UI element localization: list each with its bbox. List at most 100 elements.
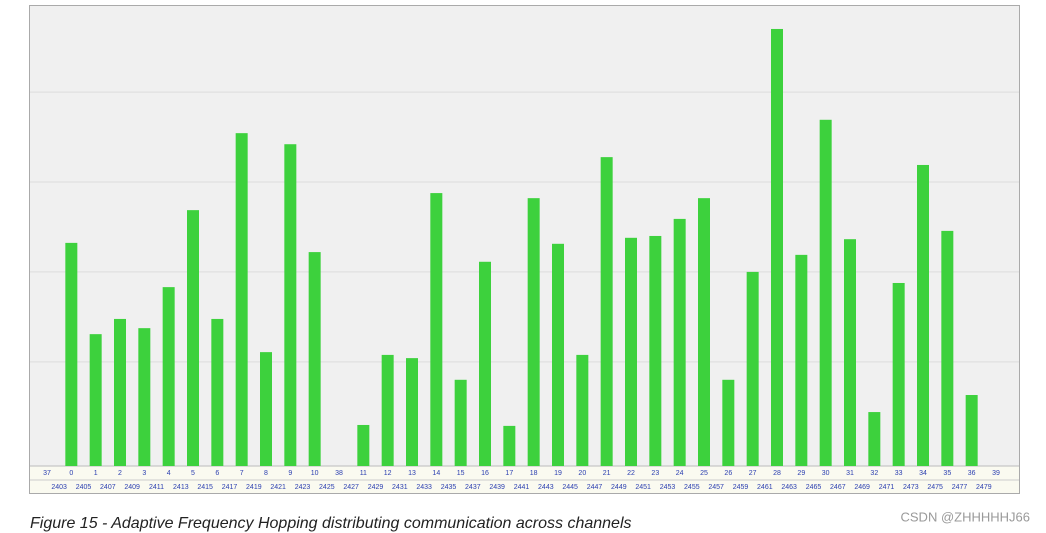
x-tick-label: 39 [992,470,1000,477]
bar [698,198,710,466]
frequency-label: 2441 [514,484,530,491]
x-tick-label: 22 [627,470,635,477]
frequency-label: 2427 [343,484,359,491]
bar [771,28,783,467]
x-tick-label: 36 [968,470,976,477]
bar [625,237,637,466]
frequency-label: 2435 [441,484,457,491]
x-tick-label: 14 [432,470,440,477]
x-tick-label: 2 [118,470,122,477]
frequency-label: 2407 [100,484,116,491]
bar [868,412,881,466]
x-tick-label: 38 [335,470,343,477]
frequency-label: 2449 [611,484,627,491]
frequency-label: 2471 [879,484,895,491]
frequency-label: 2473 [903,484,919,491]
frequency-label: 2405 [76,484,92,491]
x-tick-label: 30 [822,470,830,477]
x-tick-label: 9 [288,470,292,477]
frequency-label: 2467 [830,484,846,491]
frequency-label: 2453 [660,484,676,491]
caption: Figure 15 - Adaptive Frequency Hopping d… [30,515,632,532]
bar [162,287,175,466]
frequency-label: 2425 [319,484,335,491]
bar [260,352,272,466]
bar [89,334,102,466]
frequency-label: 2455 [684,484,700,491]
bar [600,157,613,466]
x-tick-label: 8 [264,470,268,477]
x-tick-label: 33 [895,470,903,477]
x-tick-label: 34 [919,470,927,477]
frequency-label: 2477 [952,484,968,491]
bar [138,328,151,466]
bar [503,425,516,466]
x-tick-label: 24 [676,470,684,477]
bar [941,230,954,466]
x-tick-label: 7 [240,470,244,477]
x-tick-label: 35 [943,470,951,477]
frequency-label: 2465 [806,484,822,491]
frequency-label: 2429 [368,484,384,491]
x-tick-label: 28 [773,470,781,477]
x-tick-label: 6 [215,470,219,477]
x-tick-label: 21 [603,470,611,477]
x-tick-label: 27 [749,470,757,477]
bar [187,210,199,466]
frequency-label: 2451 [635,484,651,491]
frequency-label: 2439 [489,484,505,491]
frequency-label: 2443 [538,484,554,491]
x-tick-label: 31 [846,470,854,477]
bar [649,235,662,466]
x-tick-label: 32 [870,470,878,477]
frequency-label: 2463 [781,484,797,491]
frequency-label: 2409 [124,484,140,491]
frequency-label: 2423 [295,484,311,491]
x-tick-label: 11 [360,470,367,477]
frequency-label: 2433 [416,484,432,491]
bar [917,164,929,467]
frequency-label: 2447 [587,484,603,491]
x-tick-label: 19 [554,470,562,477]
bar [527,198,540,466]
bar [965,395,978,466]
frequency-label: 2415 [197,484,213,491]
frequency-label: 2421 [270,484,286,491]
x-tick-label: 25 [700,470,708,477]
bar [844,239,856,466]
frequency-label: 2479 [976,484,992,491]
x-tick-label: 3 [142,470,146,477]
frequency-label: 2431 [392,484,408,491]
bar [114,318,126,466]
bar [892,282,905,466]
x-tick-label: 23 [651,470,659,477]
bar [479,261,491,466]
bar [576,354,589,466]
x-tick-label: 12 [384,470,392,477]
bar [552,243,564,466]
bar [65,242,78,466]
bar [284,144,297,467]
bar [357,424,370,466]
x-tick-label: 26 [724,470,732,477]
frequency-label: 2469 [854,484,870,491]
x-tick-label: 15 [457,470,465,477]
x-tick-label: 1 [94,470,98,477]
bar [722,379,735,466]
bar [235,133,248,466]
bar [673,218,686,466]
x-tick-label: 0 [69,470,73,477]
watermark: CSDN @ZHHHHHJ66 [901,509,1031,524]
frequency-label: 2461 [757,484,773,491]
frequency-label: 2419 [246,484,262,491]
frequency-label: 2417 [222,484,238,491]
frequency-label: 2437 [465,484,481,491]
x-tick-label: 5 [191,470,195,477]
bar [406,358,418,466]
x-tick-label: 20 [578,470,586,477]
frequency-label: 2457 [708,484,724,491]
bar [454,379,467,466]
x-tick-label: 13 [408,470,416,477]
x-tick-label: 17 [505,470,513,477]
